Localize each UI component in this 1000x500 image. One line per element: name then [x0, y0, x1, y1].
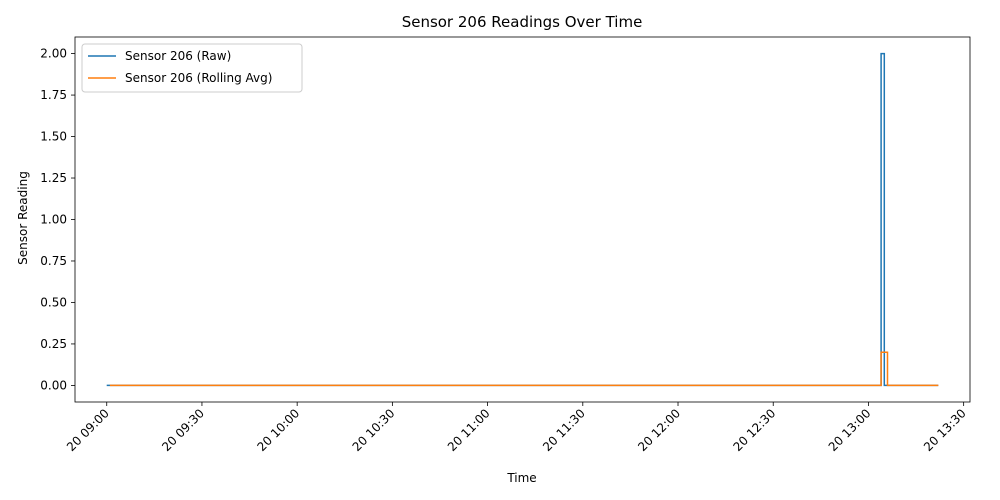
x-tick-label: 20 13:00 [826, 406, 874, 454]
series-line-raw [106, 52, 939, 387]
y-axis: 0.00 0.25 0.50 0.75 1.00 1.25 1.50 1.75 2.00 [40, 47, 75, 392]
y-tick-label: 1.25 [40, 171, 67, 185]
legend-box [81, 43, 303, 93]
x-tick-label: 20 10:00 [254, 406, 302, 454]
x-tick-label: 20 10:30 [350, 406, 398, 454]
y-tick-label: 0.00 [40, 378, 67, 392]
y-tick-label: 1.50 [40, 130, 67, 144]
y-tick-label: 0.50 [40, 295, 67, 309]
x-tick-label: 20 09:30 [159, 406, 207, 454]
y-axis-label: Sensor Reading [16, 171, 30, 265]
x-tick-label: 20 12:00 [635, 406, 683, 454]
series-line-rolling-avg [109, 351, 939, 387]
y-tick-label: 2.00 [40, 47, 67, 61]
y-tick-label: 0.75 [40, 254, 67, 268]
x-tick-label: 20 12:30 [730, 406, 778, 454]
x-tick-label: 20 09:00 [64, 406, 112, 454]
legend-label: Sensor 206 (Raw) [125, 49, 231, 63]
x-axis: 20 09:00 20 09:30 20 10:00 20 10:30 20 11:00… [64, 402, 969, 454]
y-tick-label: 0.25 [40, 337, 67, 351]
x-tick-label: 20 13:30 [921, 406, 969, 454]
y-tick-label: 1.75 [40, 88, 67, 102]
legend-label: Sensor 206 (Rolling Avg) [125, 71, 272, 85]
y-tick-label: 1.00 [40, 213, 67, 227]
x-tick-label: 20 11:30 [540, 406, 588, 454]
x-axis-label: Time [506, 471, 536, 485]
x-tick-label: 20 11:00 [445, 406, 493, 454]
chart-title: Sensor 206 Readings Over Time [402, 13, 643, 31]
legend: Sensor 206 (Raw) Sensor 206 (Rolling Avg) [81, 43, 303, 93]
